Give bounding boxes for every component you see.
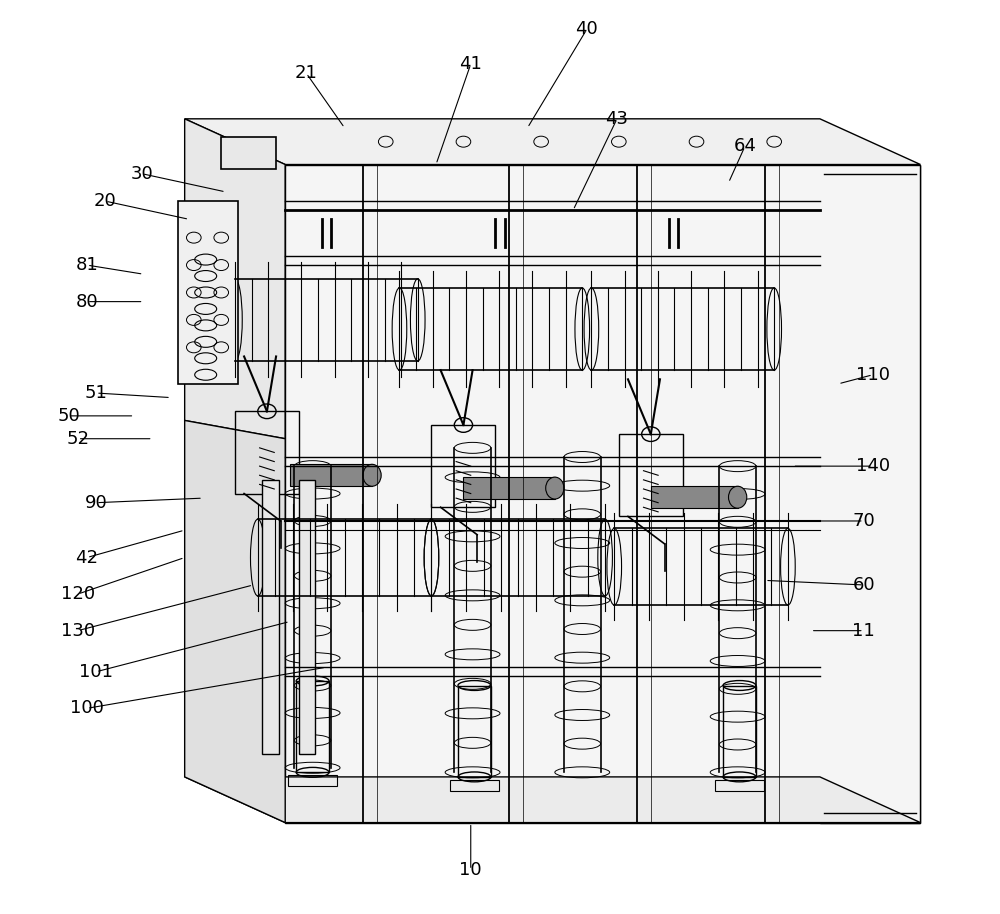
Text: 43: 43	[605, 110, 628, 128]
Text: 80: 80	[76, 292, 98, 311]
Text: 120: 120	[61, 585, 95, 603]
Text: 70: 70	[852, 512, 875, 530]
Text: 30: 30	[130, 165, 153, 183]
Bar	[651, 486, 738, 508]
Text: 101: 101	[79, 663, 113, 681]
Text: 64: 64	[734, 137, 756, 155]
Text: 41: 41	[459, 55, 482, 73]
Ellipse shape	[546, 477, 564, 499]
Bar	[235, 411, 299, 494]
Polygon shape	[185, 119, 920, 165]
Text: 140: 140	[856, 457, 890, 475]
Text: 10: 10	[459, 861, 482, 879]
Text: 42: 42	[75, 548, 98, 567]
Text: 21: 21	[295, 64, 318, 82]
Bar	[458, 686, 491, 777]
Text: 60: 60	[852, 576, 875, 594]
Text: 81: 81	[75, 256, 98, 274]
Bar	[619, 434, 683, 516]
Text: 110: 110	[856, 366, 890, 384]
Polygon shape	[185, 119, 285, 439]
Text: 50: 50	[57, 407, 80, 425]
Ellipse shape	[729, 486, 747, 508]
Text: 90: 90	[85, 494, 107, 512]
Bar	[288, 775, 337, 786]
Polygon shape	[185, 777, 920, 823]
Bar	[723, 686, 756, 777]
Text: 11: 11	[852, 622, 875, 640]
Bar	[431, 425, 495, 507]
Bar	[299, 480, 315, 754]
Polygon shape	[285, 165, 920, 823]
Text: 20: 20	[94, 192, 117, 210]
Text: 40: 40	[575, 20, 598, 38]
Bar	[290, 464, 372, 486]
Bar	[450, 780, 499, 791]
Text: 52: 52	[66, 430, 89, 448]
Bar	[463, 477, 555, 499]
Bar	[262, 480, 279, 754]
Bar	[221, 137, 276, 169]
Text: 100: 100	[70, 699, 104, 717]
Bar	[715, 780, 764, 791]
Text: 130: 130	[61, 622, 95, 640]
Text: 51: 51	[85, 384, 107, 402]
Ellipse shape	[363, 464, 381, 486]
Polygon shape	[185, 420, 285, 823]
Bar	[296, 681, 329, 772]
Bar	[178, 201, 238, 384]
